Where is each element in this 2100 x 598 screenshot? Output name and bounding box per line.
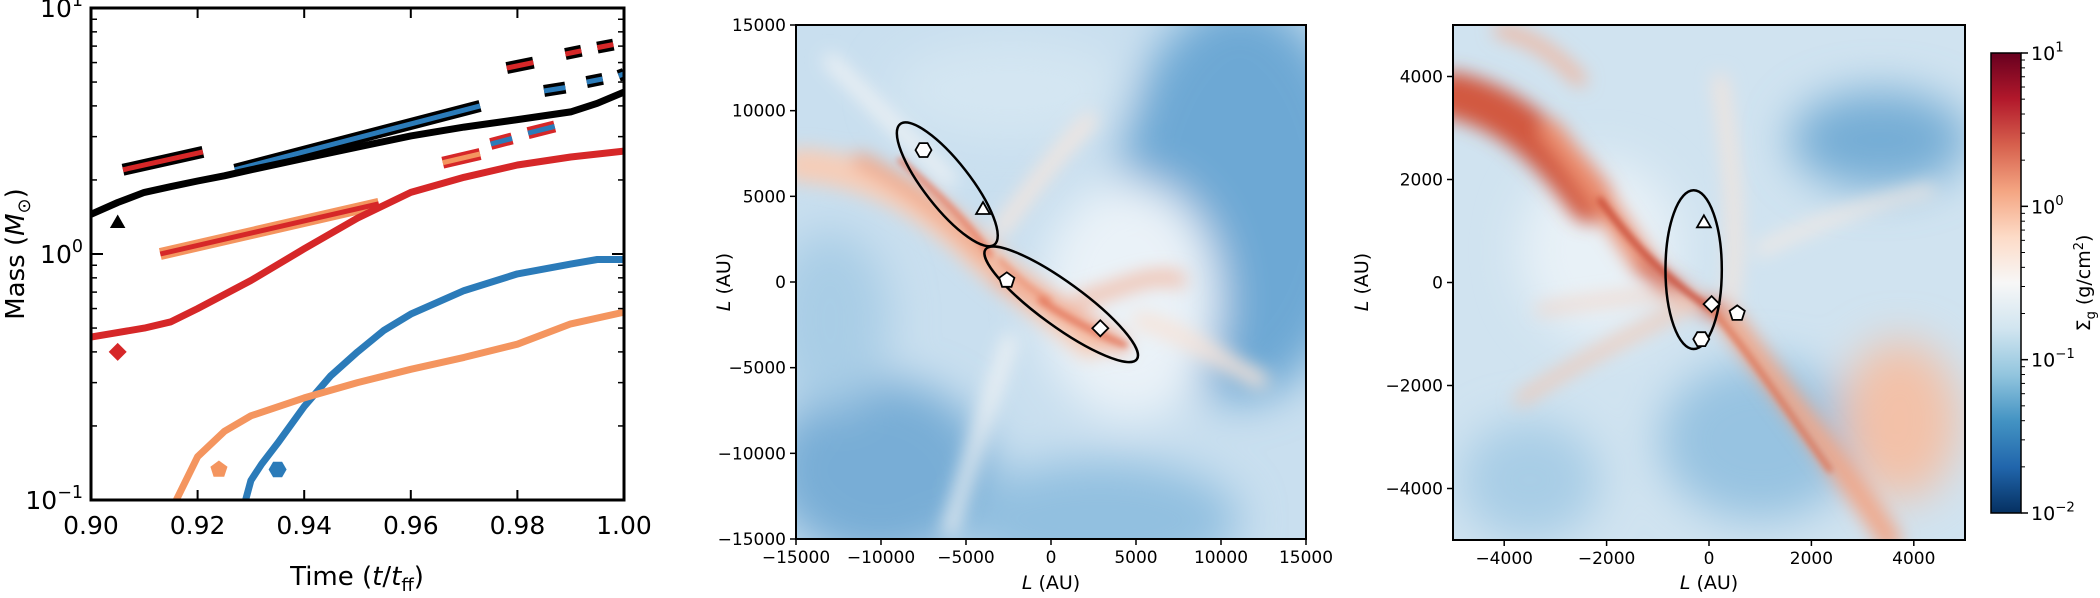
sink-markers bbox=[108, 214, 287, 478]
density-map-zoom: −4000 −2000 0 2000 4000 −4000 −2000 0 2000 4000 L… bbox=[1351, 24, 1966, 594]
density-large-ylabel: L (AU) bbox=[713, 253, 735, 311]
zoom-selection-ellipse-0 bbox=[1664, 189, 1724, 351]
large-xtick-label-4: 5000 bbox=[1114, 548, 1157, 568]
zoom-ytick-label-1: −2000 bbox=[1385, 377, 1443, 397]
xtick-label-3: 0.96 bbox=[383, 511, 439, 540]
accretion-bar-5 bbox=[527, 124, 556, 136]
zoom-xtick-label-0: −4000 bbox=[1475, 549, 1533, 569]
density-zoom-xlabel: L (AU) bbox=[1680, 572, 1738, 594]
large-triangle-marker-1 bbox=[974, 200, 992, 215]
accretion-bar-4 bbox=[490, 136, 513, 147]
density-image-large bbox=[796, 25, 1306, 539]
ytick-label-1: 100 bbox=[40, 237, 83, 269]
large-ytick-label-6: 15000 bbox=[732, 16, 786, 36]
accretion-bar-1 bbox=[234, 103, 481, 173]
zoom-hexagon-marker-3 bbox=[1692, 331, 1711, 348]
large-ytick-label-5: 10000 bbox=[732, 102, 786, 122]
accretion-bar-0 bbox=[122, 149, 204, 173]
zoom-xtick-label-4: 4000 bbox=[1892, 549, 1935, 569]
large-ytick-label-4: 5000 bbox=[743, 187, 786, 207]
zoom-xtick-label-3: 2000 bbox=[1790, 549, 1833, 569]
zoom-ytick-label-0: −4000 bbox=[1385, 480, 1443, 500]
sink-overlay-large bbox=[895, 121, 1140, 364]
zoom-xtick-label-2: 0 bbox=[1704, 549, 1715, 569]
large-hexagon-marker-0 bbox=[914, 142, 933, 158]
colorbar-gradient bbox=[1990, 52, 2022, 514]
xtick-label-2: 0.94 bbox=[276, 511, 332, 540]
large-ytick-label-0: −15000 bbox=[718, 530, 786, 550]
large-selection-ellipse-0 bbox=[895, 121, 1000, 248]
large-ytick-label-1: −10000 bbox=[718, 444, 786, 464]
large-pentagon-marker-2 bbox=[998, 271, 1016, 288]
density-ticks-zoom: −4000 −2000 0 2000 4000 −4000 −2000 0 2000 4000 bbox=[1385, 68, 1935, 570]
zoom-ytick-label-4: 4000 bbox=[1400, 68, 1443, 88]
accretion-bar-9 bbox=[543, 85, 566, 94]
xtick-label-4: 0.98 bbox=[490, 511, 546, 540]
zoom-triangle-marker-0 bbox=[1695, 213, 1713, 229]
accretion-bar-3 bbox=[442, 151, 481, 166]
sink-overlay-zoom bbox=[1664, 189, 1746, 351]
accretion-bars bbox=[121, 38, 624, 260]
colorbar-tick-label-0: 101 bbox=[2031, 40, 2064, 65]
large-xtick-label-1: −10000 bbox=[847, 548, 915, 568]
colorbar-tick-label-1: 100 bbox=[2031, 194, 2064, 219]
zoom-ytick-label-3: 2000 bbox=[1400, 171, 1443, 191]
large-xtick-label-5: 10000 bbox=[1194, 548, 1248, 568]
density-ticks-large: −15000 −10000 −5000 0 5000 10000 15000 −15000 −1… bbox=[718, 16, 1333, 568]
colorbar-tick-label-2: 10−1 bbox=[2031, 347, 2075, 372]
colorbar: 101 100 10−1 10−2 Σg (g/cm2) bbox=[1990, 40, 2099, 525]
zoom-diamond-marker-1 bbox=[1702, 294, 1721, 314]
mass-plot-ticks: 0.90 0.92 0.94 0.96 0.98 1.00 10−1 100 101 bbox=[25, 0, 651, 540]
large-xtick-label-6: 15000 bbox=[1279, 548, 1333, 568]
ytick-label-0: 10−1 bbox=[25, 483, 83, 515]
xtick-label-5: 1.00 bbox=[596, 511, 652, 540]
mass-series-line-1 bbox=[91, 147, 624, 341]
accretion-bar-8 bbox=[596, 42, 614, 51]
large-ytick-label-3: 0 bbox=[775, 273, 786, 293]
xtick-label-1: 0.92 bbox=[170, 511, 226, 540]
zoom-xtick-label-1: −2000 bbox=[1578, 549, 1636, 569]
mass-series-line-0 bbox=[91, 88, 624, 218]
large-diamond-marker-3 bbox=[1091, 319, 1110, 338]
large-xtick-label-0: −15000 bbox=[762, 548, 830, 568]
density-map-large: −15000 −10000 −5000 0 5000 10000 15000 −15000 −1… bbox=[713, 16, 1333, 594]
accretion-bar-2 bbox=[159, 201, 380, 257]
pentagon-marker-2 bbox=[210, 460, 228, 477]
zoom-pentagon-marker-2 bbox=[1728, 304, 1746, 321]
large-ytick-label-2: −5000 bbox=[728, 359, 786, 379]
mass-series-line-2 bbox=[242, 256, 624, 500]
mass-time-panel: 0.90 0.92 0.94 0.96 0.98 1.00 10−1 100 101 Time … bbox=[1, 0, 652, 596]
density-large-xlabel: L (AU) bbox=[1022, 572, 1080, 594]
accretion-bar-6 bbox=[506, 60, 534, 71]
hexagon-marker-3 bbox=[268, 461, 287, 478]
density-zoom-ylabel: L (AU) bbox=[1351, 253, 1373, 311]
large-selection-ellipse-1 bbox=[983, 245, 1140, 364]
accretion-bar-7 bbox=[564, 48, 582, 57]
colorbar-tick-label-3: 10−2 bbox=[2031, 500, 2075, 525]
density-image-zoom bbox=[1453, 25, 1965, 540]
mass-series-lines bbox=[91, 88, 624, 500]
colorbar-ticks: 101 100 10−1 10−2 bbox=[2021, 40, 2075, 525]
large-xtick-label-3: 0 bbox=[1046, 548, 1057, 568]
zoom-ytick-label-2: 0 bbox=[1432, 274, 1443, 294]
large-xtick-label-2: −5000 bbox=[937, 548, 995, 568]
ytick-label-2: 101 bbox=[40, 0, 83, 23]
colorbar-label: Σg (g/cm2) bbox=[2072, 235, 2099, 332]
accretion-bar-10 bbox=[586, 76, 604, 85]
xtick-label-0: 0.90 bbox=[63, 511, 119, 540]
triangle-marker-0 bbox=[109, 214, 126, 228]
mass-axis-ylabel: Mass (M⊙) bbox=[1, 188, 35, 320]
mass-series-line-3 bbox=[172, 308, 624, 500]
mass-axis-xlabel: Time (t/tff) bbox=[289, 562, 424, 596]
diamond-marker-1 bbox=[108, 342, 127, 361]
